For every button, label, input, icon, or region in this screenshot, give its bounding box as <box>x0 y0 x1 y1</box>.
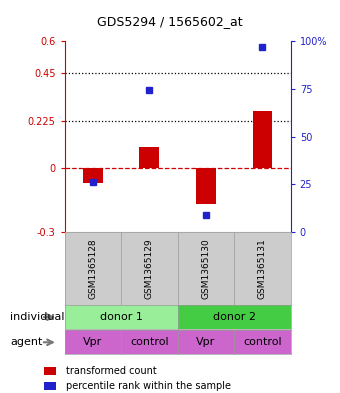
Text: GSM1365129: GSM1365129 <box>145 238 154 299</box>
Text: Vpr: Vpr <box>196 337 216 347</box>
Text: percentile rank within the sample: percentile rank within the sample <box>66 381 231 391</box>
Text: control: control <box>243 337 282 347</box>
Text: individual: individual <box>10 312 65 322</box>
Bar <box>83 168 103 183</box>
Bar <box>253 111 272 168</box>
Text: control: control <box>130 337 169 347</box>
Text: transformed count: transformed count <box>66 366 157 376</box>
Text: Vpr: Vpr <box>83 337 102 347</box>
Text: GSM1365130: GSM1365130 <box>201 238 210 299</box>
Text: GDS5294 / 1565602_at: GDS5294 / 1565602_at <box>97 15 243 28</box>
Text: GSM1365128: GSM1365128 <box>88 238 97 299</box>
Text: agent: agent <box>10 337 42 347</box>
Text: donor 1: donor 1 <box>100 312 142 322</box>
Bar <box>196 168 216 204</box>
Bar <box>139 147 159 168</box>
Text: donor 2: donor 2 <box>213 312 256 322</box>
Text: GSM1365131: GSM1365131 <box>258 238 267 299</box>
